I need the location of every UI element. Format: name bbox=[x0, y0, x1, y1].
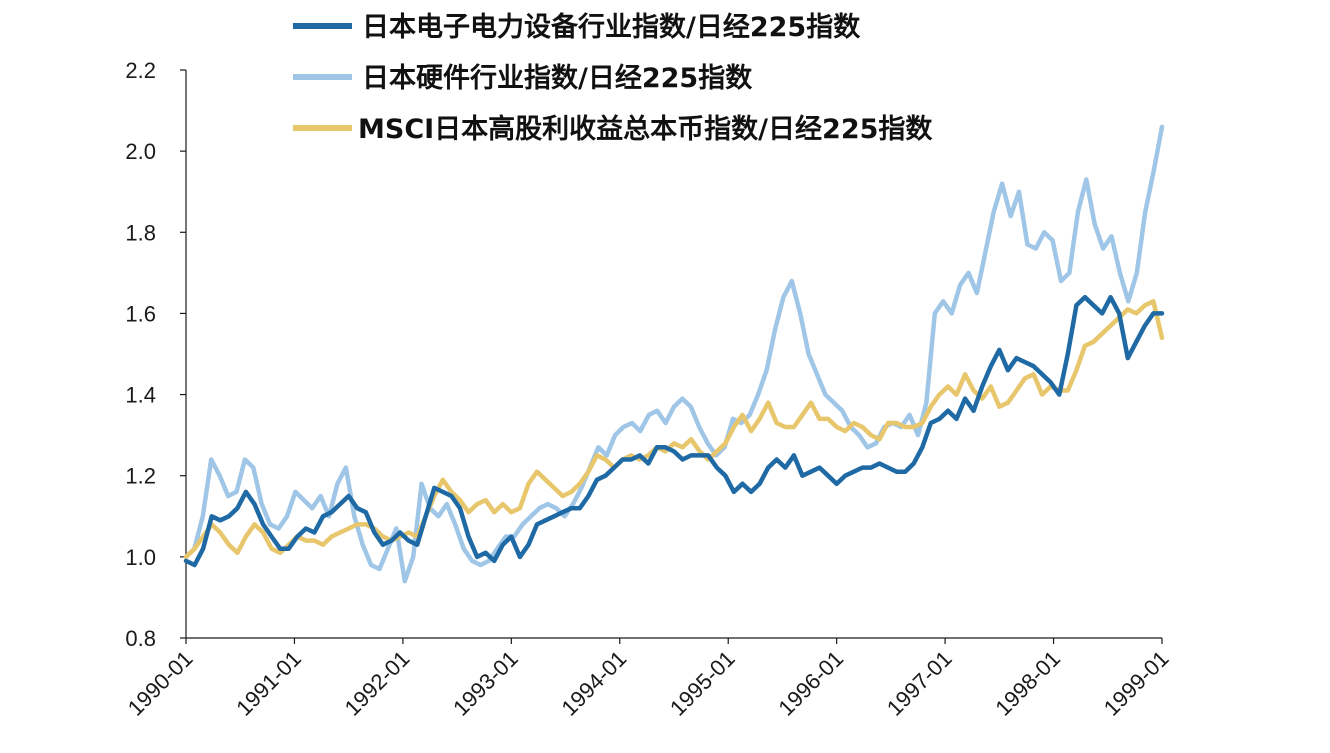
legend-label-2: 日本硬件行业指数/日经225指数 bbox=[362, 62, 753, 94]
x-tick-label: 1998-01 bbox=[990, 646, 1065, 721]
y-tick-label: 1.6 bbox=[125, 301, 156, 326]
y-tick-label: 2.2 bbox=[125, 58, 156, 83]
x-tick-label: 1995-01 bbox=[665, 646, 740, 721]
series-lines bbox=[183, 124, 1165, 584]
series-line-1 bbox=[183, 294, 1165, 568]
y-tick-label: 1.0 bbox=[125, 545, 156, 570]
x-tick-label: 1992-01 bbox=[340, 646, 415, 721]
x-tick-label: 1991-01 bbox=[231, 646, 306, 721]
legend-label-1: 日本电子电力设备行业指数/日经225指数 bbox=[362, 11, 861, 43]
x-tick-label: 1990-01 bbox=[123, 646, 198, 721]
x-tick-label: 1996-01 bbox=[773, 646, 848, 721]
y-tick-label: 1.4 bbox=[125, 383, 156, 408]
y-tick-label: 1.2 bbox=[125, 464, 156, 489]
x-tick-label: 1999-01 bbox=[1099, 646, 1174, 721]
series-line-3 bbox=[183, 299, 1165, 560]
series-line-2 bbox=[183, 124, 1165, 584]
y-tick-label: 2.0 bbox=[125, 139, 156, 164]
y-tick-label: 1.8 bbox=[125, 220, 156, 245]
x-tick-label: 1994-01 bbox=[557, 646, 632, 721]
y-tick-label: 0.8 bbox=[125, 626, 156, 651]
legend-label-3: MSCI日本高股利收益总本币指数/日经225指数 bbox=[358, 113, 933, 145]
x-tick-label: 1993-01 bbox=[448, 646, 523, 721]
x-tick-label: 1997-01 bbox=[882, 646, 957, 721]
